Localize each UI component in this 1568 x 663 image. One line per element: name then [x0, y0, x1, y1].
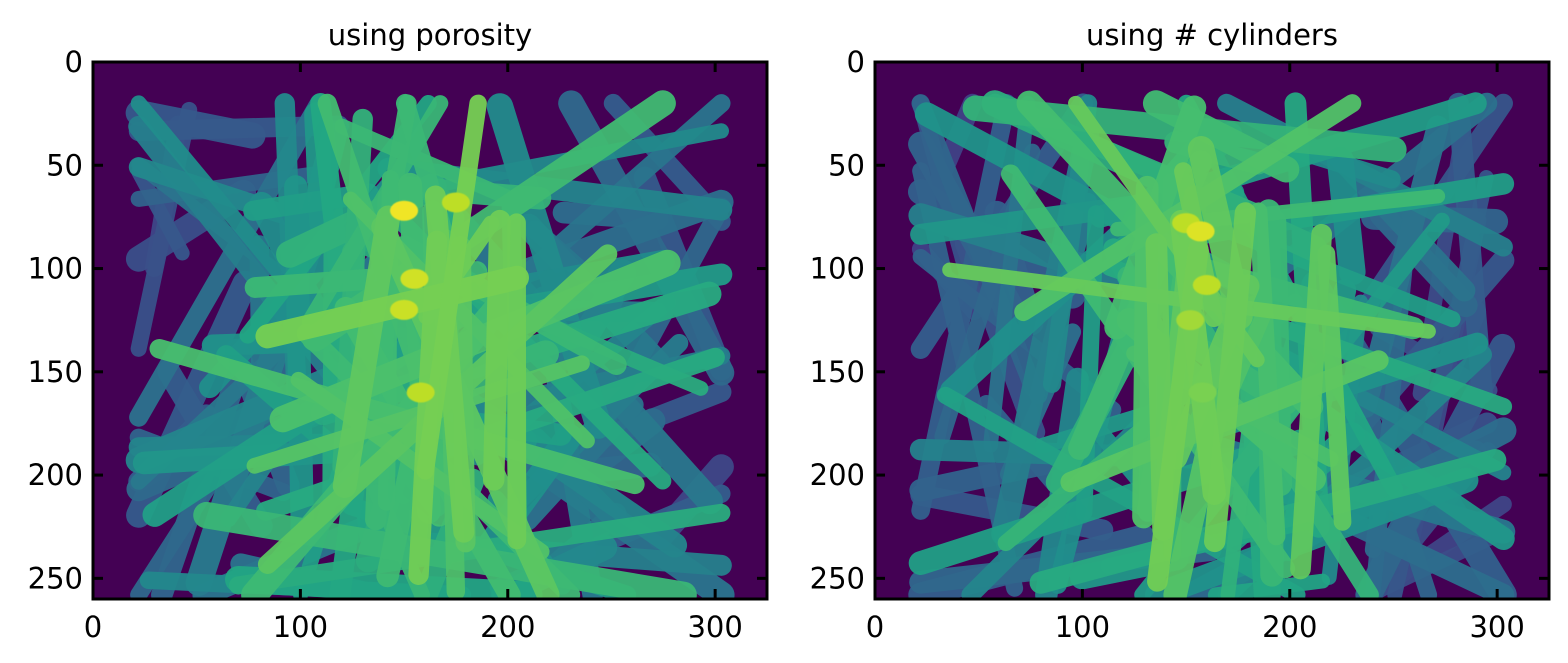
x-tick-label: 200 [480, 610, 535, 644]
fiber-stroke [334, 118, 531, 212]
y-tick-label: 50 [46, 148, 83, 182]
y-tick-label: 100 [810, 252, 865, 286]
y-tick-label: 50 [828, 148, 865, 182]
y-tick-label: 100 [28, 252, 83, 286]
fiber-stroke [486, 93, 612, 439]
fiber-stroke [1147, 239, 1209, 592]
fiber-stroke [482, 209, 511, 491]
axes-frame [91, 60, 769, 601]
heatmap-image [907, 90, 1517, 599]
hotspot [441, 192, 470, 213]
y-tick-label: 250 [28, 561, 83, 595]
y-tick-label: 200 [810, 458, 865, 492]
hotspot [406, 382, 435, 403]
heatmap-image [125, 90, 735, 599]
fiber-stroke [193, 501, 697, 599]
panel-title: using porosity [328, 18, 532, 52]
fiber-stroke [269, 249, 681, 433]
x-tick-label: 0 [866, 610, 884, 644]
hotspot [390, 299, 419, 320]
y-tick-label: 250 [810, 561, 865, 595]
panel-2: using # cylinders 0 100 200 300 0 50 100 150 200 2… [810, 18, 1551, 644]
hotspot [400, 268, 429, 289]
fiber-stroke [1290, 223, 1333, 580]
y-tick-label: 0 [65, 45, 83, 79]
fiber-stroke [1162, 249, 1425, 340]
x-tick-label: 200 [1262, 610, 1317, 644]
fiber-stroke [317, 93, 429, 381]
axes-frame [873, 60, 1551, 601]
x-tick-label: 100 [273, 610, 328, 644]
x-tick-label: 300 [687, 610, 742, 644]
panel-title: using # cylinders [1086, 18, 1338, 52]
fiber-stroke [1249, 202, 1286, 546]
panel-1: using porosity 0 100 200 300 0 50 100 150 200 250 [28, 18, 769, 644]
hotspot [1188, 382, 1217, 403]
fiber-stroke [1317, 244, 1352, 531]
fiber-stroke [131, 164, 190, 261]
x-tick-label: 0 [84, 610, 102, 644]
x-tick-label: 300 [1469, 610, 1524, 644]
hotspot [390, 200, 419, 221]
hotspot [1186, 221, 1215, 242]
y-tick-label: 200 [28, 458, 83, 492]
fiber-stroke [332, 205, 401, 498]
y-tick-label: 150 [28, 355, 83, 389]
hotspot [1176, 310, 1205, 331]
hotspot [1192, 275, 1221, 296]
y-tick-label: 0 [847, 45, 865, 79]
y-tick-label: 150 [810, 355, 865, 389]
x-tick-label: 100 [1055, 610, 1110, 644]
fiber-stroke [416, 94, 487, 480]
